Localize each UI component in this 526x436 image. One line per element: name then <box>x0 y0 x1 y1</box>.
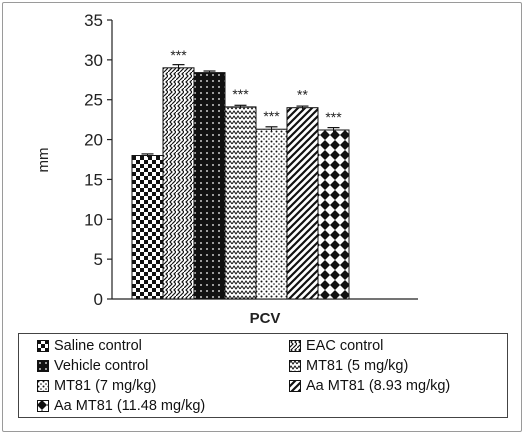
legend-label: MT81 (5 mg/kg) <box>306 358 409 374</box>
legend-label: Aa MT81 (11.48 mg/kg) <box>54 398 206 414</box>
bar-4 <box>224 106 257 300</box>
bar-2 <box>162 67 195 300</box>
legend: Saline control EAC control Vehicle control… <box>18 333 508 418</box>
legend-label: Vehicle control <box>54 358 149 374</box>
significance-label: *** <box>325 109 342 125</box>
significance-label: ** <box>297 87 308 103</box>
x-axis-label: PCV <box>250 310 281 327</box>
legend-item: Aa MT81 (8.93 mg/kg) <box>289 378 450 394</box>
legend-swatch <box>37 380 49 392</box>
significance-label: *** <box>232 86 249 102</box>
y-tick-label: 10 <box>84 210 103 229</box>
bar-5 <box>255 128 288 300</box>
legend-swatch <box>37 360 49 372</box>
legend-item: MT81 (5 mg/kg) <box>289 358 408 374</box>
legend-label: EAC control <box>306 338 384 354</box>
y-tick-label: 5 <box>94 250 103 269</box>
bar-6 <box>286 107 319 300</box>
legend-label: MT81 (7 mg/kg) <box>54 378 157 394</box>
significance-label: *** <box>170 47 187 63</box>
legend-item: Saline control <box>37 338 142 354</box>
legend-item: EAC control <box>289 338 383 354</box>
legend-item: Aa MT81 (11.48 mg/kg) <box>37 398 205 414</box>
bar-7 <box>317 129 350 300</box>
legend-item: Vehicle control <box>37 358 148 374</box>
y-tick-label: 20 <box>84 131 103 150</box>
y-tick-label: 0 <box>94 290 103 309</box>
bar-1 <box>131 155 164 300</box>
significance-label: *** <box>263 108 280 124</box>
legend-label: Saline control <box>54 338 142 354</box>
legend-swatch <box>289 380 301 392</box>
y-tick-label: 15 <box>84 170 103 189</box>
legend-item: MT81 (7 mg/kg) <box>37 378 156 394</box>
legend-swatch <box>289 360 301 372</box>
y-axis-label: mm <box>35 148 52 173</box>
legend-swatch <box>289 340 301 352</box>
legend-label: Aa MT81 (8.93 mg/kg) <box>306 378 451 394</box>
y-tick-label: 35 <box>84 11 103 30</box>
y-tick-label: 25 <box>84 91 103 110</box>
legend-swatch <box>37 340 49 352</box>
bar-3 <box>193 72 226 300</box>
legend-swatch <box>37 400 49 412</box>
y-tick-label: 30 <box>84 51 103 70</box>
